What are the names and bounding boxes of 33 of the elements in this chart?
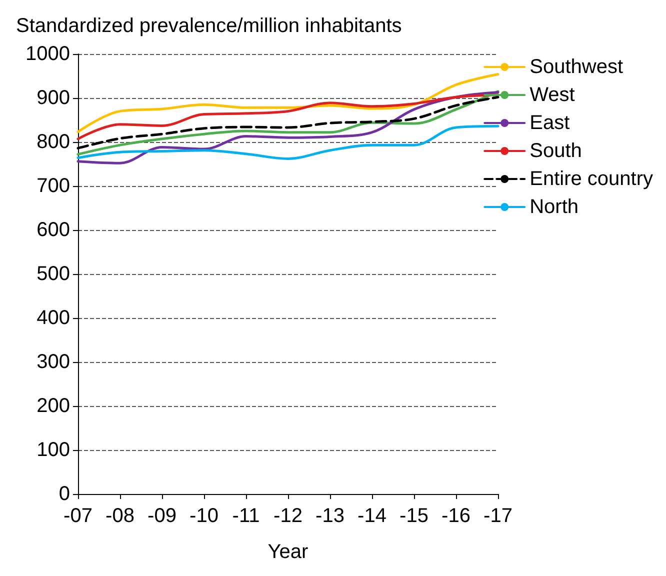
x-tick-label: -10	[190, 505, 218, 527]
y-tick-label: 500	[36, 263, 70, 285]
y-tick-label: 100	[36, 439, 70, 461]
x-tick-label: -11	[232, 505, 260, 527]
x-tick-label: -08	[106, 505, 134, 527]
y-tick-label: 1000	[26, 43, 70, 65]
x-tick-label: -16	[442, 505, 470, 527]
legend-label: West	[530, 84, 576, 106]
line-series	[76, 94, 500, 140]
x-tick-label: -12	[274, 505, 302, 527]
x-tick-label: -09	[148, 505, 176, 527]
y-tick-label: 700	[36, 175, 70, 197]
y-axis-title: Standardized prevalence/million inhabitants	[16, 15, 402, 37]
legend-label: East	[530, 112, 570, 134]
y-tick-label: 400	[36, 307, 70, 329]
y-tick-label: 300	[36, 351, 70, 373]
y-tick-label: 800	[36, 131, 70, 153]
line-series	[76, 72, 500, 134]
x-tick-label: -14	[358, 505, 386, 527]
y-tick-label: 600	[36, 219, 70, 241]
y-tick-label: 200	[36, 395, 70, 417]
x-tick-label: -07	[64, 505, 92, 527]
legend-label: Entire country	[530, 168, 653, 190]
line-series	[76, 124, 500, 160]
x-tick-label: -17	[484, 505, 512, 527]
x-tick-label: -13	[316, 505, 344, 527]
y-tick-label: 0	[58, 483, 70, 505]
legend-label: Southwest	[530, 56, 624, 78]
y-tick-label: 900	[36, 87, 70, 109]
legend-label: South	[530, 140, 582, 162]
x-tick-label: -15	[400, 505, 428, 527]
legend-label: North	[530, 196, 579, 218]
x-axis-title: Year	[268, 541, 309, 563]
